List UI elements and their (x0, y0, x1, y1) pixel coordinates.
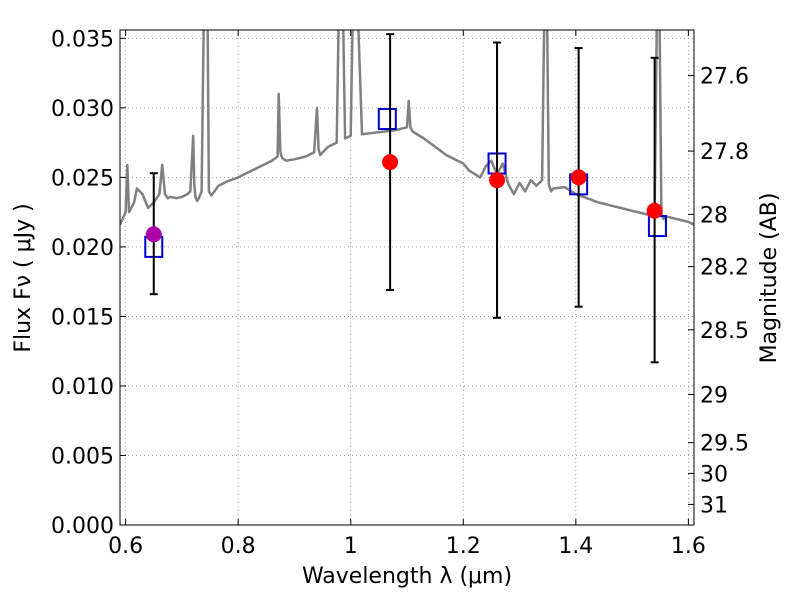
y-tick-label: 0.020 (51, 236, 114, 261)
observed-flux-point (145, 226, 162, 243)
right-tick-label: 30 (700, 462, 728, 487)
right-tick-label: 27.8 (700, 140, 749, 165)
right-axis-label: Magnitude (AB) (757, 193, 782, 364)
y-tick-label: 0.015 (51, 305, 114, 330)
plot-frame (119, 29, 695, 526)
x-tick-label: 1 (344, 534, 358, 559)
y-tick-label: 0.035 (51, 27, 114, 52)
right-tick-label: 28.2 (700, 256, 749, 281)
right-tick-label: 29 (700, 383, 728, 408)
y-tick-label: 0.010 (51, 375, 114, 400)
observed-flux-point (570, 169, 587, 186)
y-axis-label: Flux Fν ( μJy ) (11, 203, 36, 352)
right-tick-label: 28.5 (700, 319, 749, 344)
y-tick-label: 0.000 (51, 514, 114, 539)
x-tick-label: 0.8 (221, 534, 256, 559)
x-tick-label: 1.6 (671, 534, 706, 559)
right-tick-label: 27.6 (700, 65, 749, 90)
y-tick-label: 0.025 (51, 166, 114, 191)
y-tick-label: 0.005 (51, 444, 114, 469)
x-tick-label: 1.2 (446, 534, 481, 559)
error-bars (145, 33, 663, 364)
model-flux-square (377, 107, 397, 130)
y-tick-label: 0.030 (51, 97, 114, 122)
observed-flux-point (382, 154, 399, 171)
spectrum-line (120, 30, 694, 226)
x-tick-label: 0.6 (108, 534, 143, 559)
axis-ticks: 0.6 0.8 1 1.2 1.4 1.6 0.000 0.005 0.010 0.015 0.02… (51, 27, 749, 559)
x-tick-label: 1.4 (558, 534, 593, 559)
right-tick-label: 31 (700, 493, 728, 518)
observed-flux-point (489, 172, 506, 189)
x-axis-label: Wavelength λ (μm) (302, 564, 512, 589)
observed-flux-point (646, 202, 663, 219)
right-tick-label: 29.5 (700, 432, 749, 457)
right-tick-label: 28 (700, 203, 728, 228)
